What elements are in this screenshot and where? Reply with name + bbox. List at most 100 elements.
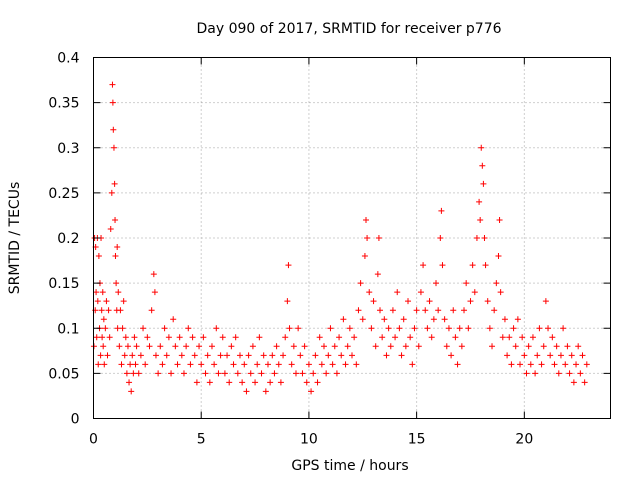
data-point	[366, 289, 372, 295]
data-point	[261, 352, 267, 358]
data-point	[164, 352, 170, 358]
data-point	[498, 289, 504, 295]
data-point	[381, 316, 387, 322]
data-point	[115, 289, 121, 295]
data-point	[564, 343, 570, 349]
data-point	[100, 343, 106, 349]
data-point	[120, 325, 126, 331]
data-point	[293, 370, 299, 376]
data-point	[124, 370, 130, 376]
data-point	[295, 325, 301, 331]
data-point	[175, 361, 181, 367]
x-tick-label: 10	[300, 432, 318, 448]
data-point	[474, 235, 480, 241]
data-point	[136, 370, 142, 376]
data-point	[190, 334, 196, 340]
data-point	[101, 316, 107, 322]
data-point	[459, 343, 465, 349]
data-point	[332, 343, 338, 349]
data-point	[250, 343, 256, 349]
data-point	[215, 370, 221, 376]
data-point	[534, 352, 540, 358]
data-point	[334, 370, 340, 376]
data-point	[130, 370, 136, 376]
data-point	[422, 307, 428, 313]
data-point	[394, 289, 400, 295]
data-point	[358, 280, 364, 286]
data-point	[278, 379, 284, 385]
data-point	[194, 379, 200, 385]
data-point	[112, 181, 118, 187]
data-point	[110, 100, 116, 106]
data-point	[310, 370, 316, 376]
data-point	[478, 145, 484, 151]
data-point	[159, 361, 165, 367]
data-point	[556, 370, 562, 376]
x-tick-label: 20	[515, 432, 533, 448]
data-point	[243, 388, 249, 394]
data-point	[187, 361, 193, 367]
data-point	[168, 370, 174, 376]
data-point	[96, 253, 102, 259]
data-point	[463, 280, 469, 286]
data-point	[213, 325, 219, 331]
data-point	[439, 262, 445, 268]
data-point	[558, 352, 564, 358]
data-point	[192, 352, 198, 358]
data-point	[315, 379, 321, 385]
data-point	[241, 361, 247, 367]
data-point	[103, 298, 109, 304]
data-point	[355, 307, 361, 313]
data-point	[545, 325, 551, 331]
data-point	[99, 307, 105, 313]
data-point	[302, 343, 308, 349]
x-axis-label: GPS time / hours	[291, 458, 408, 474]
data-point	[543, 298, 549, 304]
data-point	[429, 334, 435, 340]
data-point	[405, 298, 411, 304]
data-point	[532, 370, 538, 376]
data-point	[207, 379, 213, 385]
data-point	[162, 325, 168, 331]
data-point	[343, 361, 349, 367]
data-point	[437, 235, 443, 241]
data-point	[506, 334, 512, 340]
data-point	[523, 370, 529, 376]
data-point	[489, 343, 495, 349]
y-tick-label: 0.3	[57, 141, 79, 157]
data-point	[317, 334, 323, 340]
y-tick-label: 0.25	[48, 186, 79, 202]
data-point	[121, 298, 127, 304]
x-tick-label: 15	[408, 432, 426, 448]
data-point	[502, 316, 508, 322]
data-point	[172, 343, 178, 349]
data-point	[274, 343, 280, 349]
data-point	[155, 370, 161, 376]
data-point	[133, 361, 139, 367]
data-point	[228, 343, 234, 349]
data-point	[263, 388, 269, 394]
y-tick-label: 0	[71, 412, 80, 428]
data-point	[285, 262, 291, 268]
data-point	[383, 352, 389, 358]
y-axis-label: SRMTID / TECUs	[7, 182, 23, 295]
data-point	[144, 334, 150, 340]
data-point	[142, 361, 148, 367]
data-point	[493, 280, 499, 286]
data-point	[539, 361, 545, 367]
data-point	[99, 334, 105, 340]
data-point	[127, 361, 133, 367]
data-point	[112, 253, 118, 259]
data-point	[100, 289, 106, 295]
data-point	[113, 280, 119, 286]
data-point	[246, 352, 252, 358]
y-tick-label: 0.2	[57, 231, 79, 247]
data-point	[95, 361, 101, 367]
data-point	[239, 379, 245, 385]
data-point	[102, 325, 108, 331]
data-point	[110, 127, 116, 133]
data-point	[140, 325, 146, 331]
data-point	[487, 325, 493, 331]
data-point	[504, 352, 510, 358]
data-point	[134, 343, 140, 349]
